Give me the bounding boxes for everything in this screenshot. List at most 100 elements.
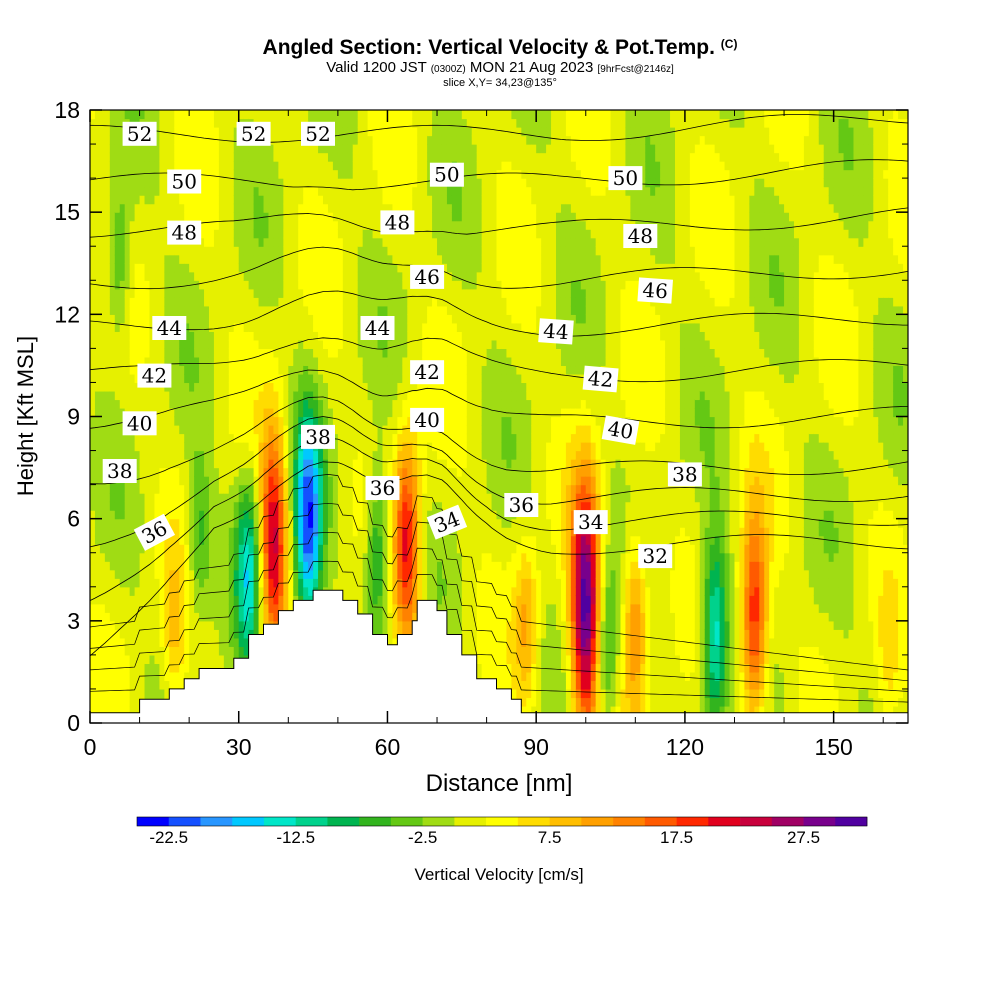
velocity-cell	[253, 237, 260, 247]
velocity-cell	[342, 322, 349, 332]
velocity-cell	[94, 127, 101, 137]
velocity-cell	[298, 178, 304, 188]
velocity-cell	[213, 612, 220, 622]
velocity-cell	[99, 322, 106, 332]
velocity-cell	[90, 220, 96, 230]
velocity-cell	[377, 510, 384, 520]
velocity-cell	[387, 263, 394, 273]
velocity-cell	[263, 365, 270, 375]
velocity-cell	[99, 144, 106, 154]
velocity-cell	[412, 331, 418, 341]
velocity-cell	[213, 331, 220, 341]
velocity-cell	[208, 561, 215, 571]
velocity-cell	[313, 390, 319, 401]
velocity-cell	[94, 561, 101, 571]
velocity-cell	[243, 331, 250, 341]
velocity-cell	[99, 373, 106, 384]
velocity-cell	[417, 399, 423, 409]
velocity-cell	[189, 144, 195, 154]
velocity-cell	[357, 169, 364, 179]
velocity-cell	[149, 237, 156, 247]
velocity-cell	[134, 144, 141, 154]
velocity-cell	[362, 586, 369, 596]
velocity-cell	[268, 493, 275, 503]
velocity-cell	[199, 518, 205, 528]
velocity-cell	[159, 144, 165, 154]
velocity-cell	[109, 127, 116, 137]
velocity-cell	[238, 620, 245, 630]
subtitle-valid: Valid 1200 JST	[326, 59, 427, 76]
velocity-cell	[293, 314, 299, 324]
velocity-cell	[327, 254, 334, 264]
velocity-cell	[104, 510, 111, 520]
velocity-cell	[134, 459, 141, 469]
velocity-cell	[392, 510, 398, 520]
velocity-cell	[293, 586, 299, 596]
velocity-cell	[347, 144, 354, 154]
velocity-cell	[218, 118, 225, 128]
velocity-cell	[233, 373, 240, 384]
velocity-cell	[184, 365, 190, 375]
velocity-cell	[104, 425, 111, 435]
velocity-cell	[347, 280, 354, 290]
velocity-cell	[387, 110, 394, 120]
velocity-cell	[90, 382, 96, 392]
velocity-cell	[288, 169, 294, 179]
velocity-cell	[347, 229, 354, 239]
velocity-cell	[298, 263, 304, 273]
velocity-cell	[218, 603, 225, 613]
velocity-cell	[119, 169, 126, 179]
velocity-cell	[218, 288, 225, 298]
velocity-cell	[104, 637, 111, 647]
velocity-cell	[119, 203, 126, 213]
velocity-cell	[263, 339, 270, 349]
velocity-cell	[283, 407, 289, 418]
velocity-cell	[134, 561, 141, 571]
velocity-cell	[377, 459, 384, 469]
velocity-cell	[243, 450, 250, 460]
velocity-cell	[392, 246, 398, 256]
velocity-cell	[308, 297, 314, 307]
velocity-cell	[228, 127, 235, 137]
velocity-cell	[313, 510, 319, 520]
velocity-cell	[332, 237, 339, 247]
velocity-cell	[352, 305, 359, 315]
velocity-cell	[199, 476, 205, 486]
velocity-cell	[397, 280, 403, 290]
velocity-cell	[422, 203, 428, 213]
velocity-cell	[253, 390, 260, 401]
velocity-cell	[194, 407, 200, 418]
velocity-cell	[104, 169, 111, 179]
velocity-cell	[308, 552, 314, 562]
velocity-cell	[318, 348, 324, 358]
velocity-cell	[109, 297, 116, 307]
velocity-cell	[119, 671, 126, 682]
velocity-cell	[342, 127, 349, 137]
velocity-cell	[313, 246, 319, 256]
velocity-cell	[94, 195, 101, 205]
velocity-cell	[189, 314, 195, 324]
velocity-cell	[412, 305, 418, 315]
velocity-cell	[94, 212, 101, 222]
velocity-cell	[184, 416, 190, 426]
velocity-cell	[332, 493, 339, 503]
velocity-cell	[337, 118, 344, 128]
velocity-cell	[318, 459, 324, 469]
velocity-cell	[407, 348, 413, 358]
velocity-cell	[318, 390, 324, 401]
velocity-cell	[412, 220, 418, 230]
velocity-cell	[422, 459, 428, 469]
velocity-cell	[223, 331, 230, 341]
velocity-cell	[412, 322, 418, 332]
velocity-cell	[362, 476, 369, 486]
velocity-cell	[337, 407, 344, 418]
velocity-cell	[189, 442, 195, 452]
velocity-cell	[323, 365, 329, 375]
velocity-cell	[298, 322, 304, 332]
velocity-cell	[352, 595, 359, 605]
velocity-cell	[134, 442, 141, 452]
velocity-cell	[273, 348, 279, 358]
velocity-cell	[243, 178, 250, 188]
velocity-cell	[392, 365, 398, 375]
